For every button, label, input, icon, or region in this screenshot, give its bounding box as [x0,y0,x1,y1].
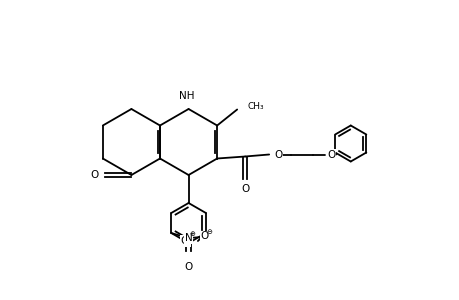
Text: CH₃: CH₃ [246,102,263,111]
Text: ⊖: ⊖ [206,229,212,235]
Text: NH: NH [179,91,194,101]
Text: N: N [184,233,192,243]
Text: O: O [200,231,208,241]
Text: O: O [90,170,98,180]
Text: O: O [241,184,249,194]
Text: O: O [184,262,192,272]
Text: O: O [274,149,282,160]
Text: O: O [326,149,335,160]
Text: ⊕: ⊕ [189,231,195,237]
Text: Cl: Cl [180,236,190,246]
